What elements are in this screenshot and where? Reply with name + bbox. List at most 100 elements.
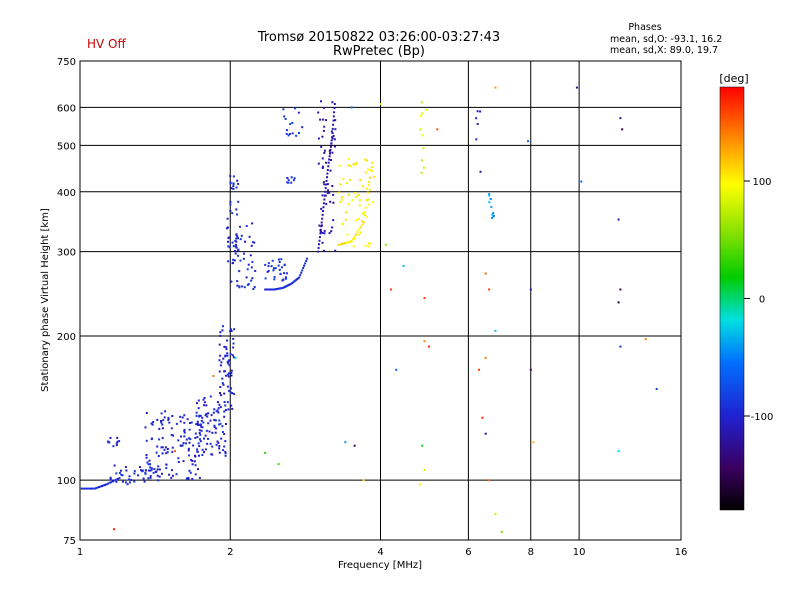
data-point (284, 118, 287, 120)
data-point (328, 155, 331, 158)
data-point (319, 232, 322, 235)
data-point (197, 407, 200, 410)
data-point (224, 354, 227, 357)
data-point (238, 286, 241, 289)
data-point (254, 270, 257, 272)
data-point (347, 164, 350, 167)
data-point (153, 468, 156, 471)
y-tick-labels: 75 100 200 300 400 500 600 750 (57, 57, 76, 547)
data-point (113, 479, 116, 482)
data-point (321, 157, 324, 160)
data-point (352, 238, 355, 241)
data-point (218, 343, 221, 346)
data-point (144, 426, 147, 429)
data-point (285, 277, 287, 280)
data-point (328, 191, 331, 194)
data-point (96, 486, 99, 489)
data-point (236, 235, 239, 238)
data-point (278, 261, 281, 263)
data-point (326, 172, 329, 175)
data-point (364, 206, 367, 209)
data-point (362, 212, 365, 215)
data-point (149, 476, 152, 479)
data-point (368, 181, 371, 183)
data-point (234, 243, 237, 246)
data-point (287, 179, 290, 182)
data-point (238, 270, 241, 273)
data-point (280, 287, 283, 290)
data-point (223, 415, 226, 418)
data-point (233, 393, 236, 396)
data-point (323, 198, 326, 201)
data-point (226, 226, 229, 229)
data-point (150, 422, 153, 425)
data-point (334, 128, 337, 131)
data-point (272, 269, 275, 272)
data-point (223, 370, 226, 373)
data-point (227, 362, 230, 365)
data-point (193, 460, 196, 463)
data-point (345, 211, 348, 214)
data-point (86, 487, 89, 490)
data-point (241, 285, 244, 288)
data-point (301, 126, 304, 129)
data-point (150, 468, 153, 471)
data-point (206, 442, 209, 445)
data-point (146, 461, 149, 464)
data-point (199, 414, 202, 417)
data-point (195, 423, 198, 426)
data-point (278, 268, 281, 271)
data-point (253, 241, 256, 244)
data-point (226, 352, 229, 355)
data-point (273, 276, 276, 278)
data-point (366, 191, 369, 194)
data-point (322, 206, 325, 209)
data-point (274, 267, 277, 270)
data-point (161, 472, 163, 475)
data-point (331, 127, 334, 130)
data-point (165, 452, 168, 455)
data-point (358, 233, 361, 236)
data-point (359, 179, 362, 182)
data-point (529, 288, 532, 291)
data-point (243, 252, 245, 255)
data-point (358, 199, 361, 202)
x-tick-labels: 1 2 4 6 8 10 16 (77, 547, 688, 558)
data-point (145, 412, 148, 414)
data-point (340, 198, 343, 201)
data-point (210, 414, 213, 417)
hv-status-label: HV Off (87, 37, 126, 51)
data-point (347, 203, 350, 205)
data-point (619, 345, 622, 348)
data-point (419, 128, 422, 131)
data-point (158, 475, 161, 478)
data-point (194, 432, 197, 435)
data-point (476, 123, 479, 125)
data-point (235, 208, 238, 211)
data-point (156, 418, 159, 421)
data-point (345, 241, 348, 244)
data-point (368, 242, 371, 245)
data-point (365, 187, 368, 190)
data-point (145, 456, 148, 459)
data-point (171, 446, 174, 449)
data-point (230, 328, 232, 331)
data-point (338, 191, 341, 194)
data-point (128, 481, 131, 484)
x-tick-label: 6 (465, 547, 471, 558)
data-point (362, 185, 364, 188)
data-point (158, 427, 161, 430)
data-point (213, 408, 216, 411)
data-point (236, 179, 239, 182)
data-point (575, 86, 578, 89)
data-point (321, 241, 324, 244)
data-point (171, 450, 174, 453)
data-point (320, 145, 323, 148)
data-point (201, 454, 204, 456)
data-point (373, 175, 376, 178)
data-point (167, 416, 170, 419)
data-point (354, 163, 356, 166)
data-point (205, 404, 208, 407)
data-point (219, 364, 222, 367)
data-point (218, 403, 221, 406)
